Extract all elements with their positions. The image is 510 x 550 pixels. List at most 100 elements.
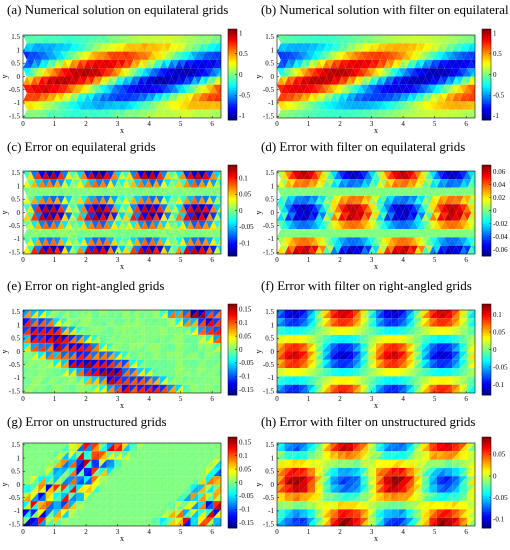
grid-cell: [53, 368, 62, 377]
grid-cell: [114, 84, 122, 94]
grid-cell: [452, 501, 460, 510]
grid-cell: [345, 101, 354, 110]
grid-cell: [368, 484, 376, 493]
grid-cell: [402, 101, 411, 110]
grid-cell: [49, 212, 58, 221]
grid-cell: [364, 51, 373, 60]
grid-cell: [61, 484, 69, 493]
grid-cell: [436, 476, 445, 485]
grid-cell: [163, 220, 172, 230]
grid-cell: [68, 359, 77, 369]
grid-cell: [398, 459, 407, 468]
grid-cell: [53, 517, 62, 526]
grid-cell: [402, 76, 411, 85]
grid-cell: [383, 359, 392, 369]
grid-cell: [209, 51, 218, 60]
grid-cell: [444, 195, 453, 205]
grid-cell: [284, 326, 293, 335]
grid-cell: [125, 43, 134, 52]
colorbar-step: [482, 235, 491, 239]
grid-cell: [76, 51, 84, 60]
grid-cell: [277, 326, 285, 335]
grid-cell: [198, 237, 206, 246]
grid-cell: [201, 76, 210, 85]
grid-cell: [68, 492, 77, 502]
colorbar-step: [228, 110, 237, 114]
grid-cell: [330, 245, 338, 254]
grid-cell: [91, 376, 100, 385]
grid-cell: [190, 384, 199, 393]
grid-cell: [406, 509, 415, 518]
grid-cell: [410, 229, 418, 238]
grid-cell: [83, 501, 92, 510]
grid-cell: [49, 68, 58, 77]
grid-cell: [23, 517, 31, 526]
grid-cell: [213, 334, 221, 344]
grid-cell: [372, 187, 380, 196]
grid-cell: [421, 326, 430, 335]
grid-cell: [349, 204, 357, 213]
grid-cell: [190, 359, 199, 369]
grid-cell: [129, 76, 138, 85]
grid-cell: [345, 359, 354, 369]
grid-cell: [38, 220, 46, 230]
grid-cell: [171, 76, 180, 85]
grid-cell: [391, 384, 399, 393]
grid-cell: [87, 171, 96, 180]
grid-cell: [122, 76, 130, 85]
grid-cell: [61, 93, 69, 102]
grid-cell: [45, 359, 54, 369]
grid-cell: [368, 187, 376, 196]
grid-cell: [307, 509, 316, 518]
grid-cell: [467, 334, 475, 344]
grid-cell: [209, 35, 218, 44]
grid-cell: [360, 359, 369, 369]
grid-cell: [64, 35, 73, 44]
colorbar-step: [228, 489, 237, 492]
grid-cell: [91, 229, 100, 238]
grid-cell: [353, 459, 361, 468]
grid-cell: [76, 204, 84, 213]
grid-cell: [209, 212, 218, 221]
grid-cell: [322, 351, 331, 360]
grid-cell: [114, 492, 122, 502]
grid-cell: [144, 509, 153, 518]
colorbar: 0.050-0.05-0.1: [481, 436, 508, 529]
grid-cell: [421, 492, 430, 502]
grid-cell: [326, 171, 335, 180]
grid-cell: [49, 76, 58, 85]
colorbar-step: [482, 349, 491, 353]
grid-cell: [23, 318, 31, 327]
grid-cell: [148, 59, 157, 69]
grid-cell: [307, 93, 316, 102]
field-cells: [23, 171, 221, 254]
y-tick-label: -1: [14, 374, 20, 382]
grid-cell: [398, 212, 407, 221]
grid-cell: [171, 204, 180, 213]
grid-cell: [452, 334, 460, 344]
grid-cell: [364, 93, 373, 102]
grid-cell: [160, 204, 168, 213]
grid-cell: [194, 179, 202, 188]
grid-cell: [23, 334, 31, 344]
grid-cell: [330, 229, 338, 238]
grid-cell: [353, 245, 361, 254]
grid-cell: [205, 334, 214, 344]
grid-cell: [110, 76, 119, 85]
grid-cell: [34, 43, 43, 52]
grid-cell: [118, 237, 126, 246]
grid-cell: [433, 237, 441, 246]
grid-cell: [91, 334, 100, 344]
grid-cell: [45, 517, 54, 526]
grid-cell: [167, 501, 176, 510]
grid-cell: [34, 187, 43, 196]
grid-cell: [53, 84, 62, 94]
colorbar-step: [482, 194, 491, 198]
grid-cell: [299, 368, 308, 377]
grid-cell: [436, 443, 445, 452]
grid-cell: [364, 109, 373, 118]
colorbar-step: [482, 113, 491, 116]
grid-cell: [45, 476, 54, 485]
grid-cell: [345, 343, 354, 352]
grid-cell: [387, 245, 396, 254]
